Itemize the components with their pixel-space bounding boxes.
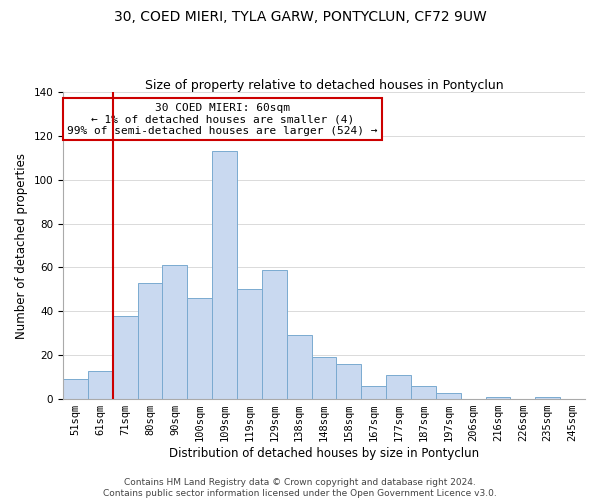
Bar	[535, 397, 560, 399]
Bar	[287, 336, 311, 399]
Bar	[163, 266, 187, 399]
Text: Contains HM Land Registry data © Crown copyright and database right 2024.
Contai: Contains HM Land Registry data © Crown c…	[103, 478, 497, 498]
Y-axis label: Number of detached properties: Number of detached properties	[15, 152, 28, 338]
Bar	[485, 397, 511, 399]
Bar	[113, 316, 137, 399]
Bar	[361, 386, 386, 399]
Title: Size of property relative to detached houses in Pontyclun: Size of property relative to detached ho…	[145, 79, 503, 92]
Bar	[187, 298, 212, 399]
X-axis label: Distribution of detached houses by size in Pontyclun: Distribution of detached houses by size …	[169, 447, 479, 460]
Bar	[436, 392, 461, 399]
Text: 30 COED MIERI: 60sqm
← 1% of detached houses are smaller (4)
99% of semi-detache: 30 COED MIERI: 60sqm ← 1% of detached ho…	[67, 102, 377, 136]
Bar	[212, 151, 237, 399]
Bar	[262, 270, 287, 399]
Bar	[63, 380, 88, 399]
Bar	[311, 358, 337, 399]
Bar	[137, 283, 163, 399]
Text: 30, COED MIERI, TYLA GARW, PONTYCLUN, CF72 9UW: 30, COED MIERI, TYLA GARW, PONTYCLUN, CF…	[113, 10, 487, 24]
Bar	[411, 386, 436, 399]
Bar	[386, 375, 411, 399]
Bar	[337, 364, 361, 399]
Bar	[237, 290, 262, 399]
Bar	[88, 370, 113, 399]
